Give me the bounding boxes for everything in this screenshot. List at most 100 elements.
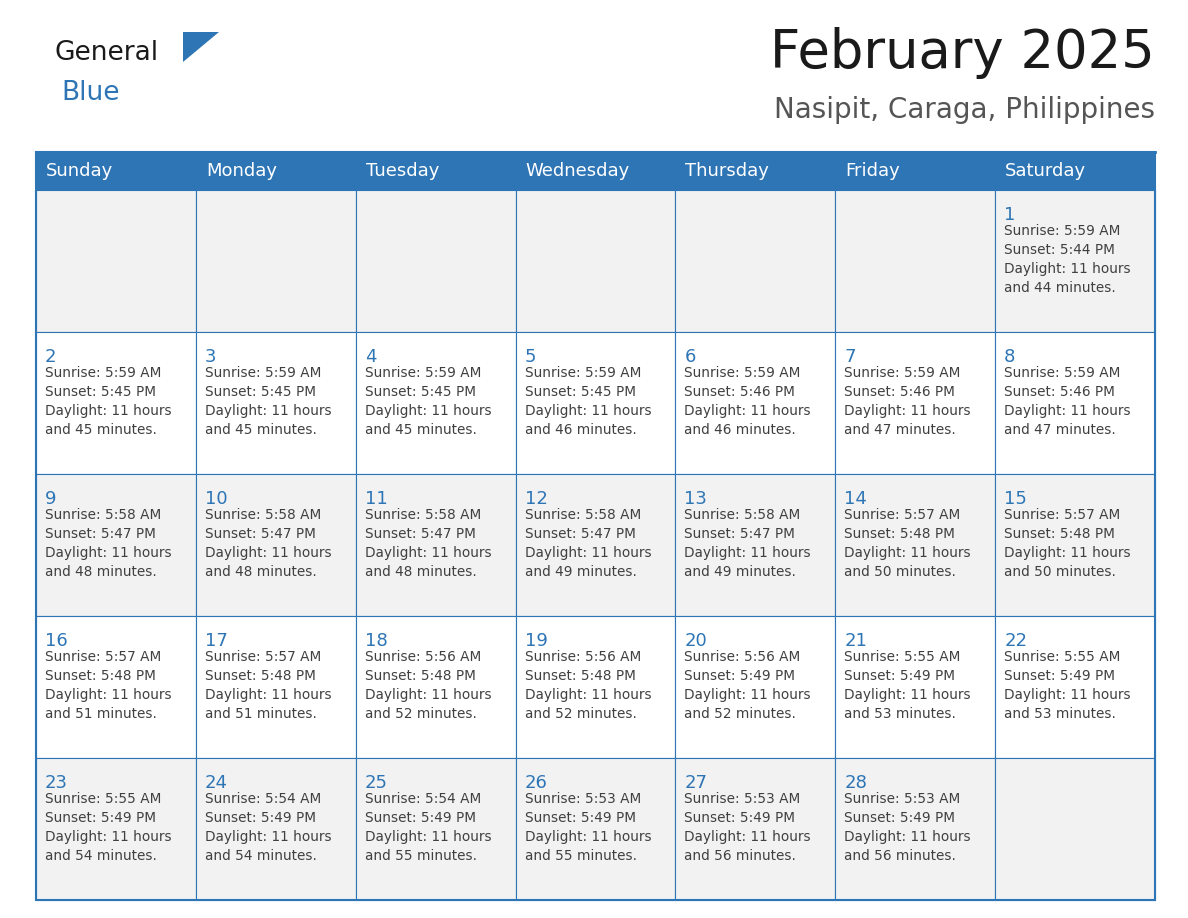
Bar (516, 332, 676, 474)
Bar (676, 152, 835, 190)
Text: 7: 7 (845, 348, 855, 366)
Text: Sunrise: 5:53 AM
Sunset: 5:49 PM
Daylight: 11 hours
and 55 minutes.: Sunrise: 5:53 AM Sunset: 5:49 PM Dayligh… (525, 792, 651, 863)
Text: Sunrise: 5:53 AM
Sunset: 5:49 PM
Daylight: 11 hours
and 56 minutes.: Sunrise: 5:53 AM Sunset: 5:49 PM Dayligh… (845, 792, 971, 863)
Bar (36, 152, 196, 190)
Text: 11: 11 (365, 490, 387, 508)
Polygon shape (183, 32, 219, 62)
Text: 17: 17 (204, 632, 228, 650)
Text: Sunrise: 5:57 AM
Sunset: 5:48 PM
Daylight: 11 hours
and 50 minutes.: Sunrise: 5:57 AM Sunset: 5:48 PM Dayligh… (845, 508, 971, 579)
Bar (355, 190, 516, 332)
Bar (36, 474, 196, 616)
Bar (196, 190, 355, 332)
Bar (676, 474, 835, 616)
Text: Sunrise: 5:58 AM
Sunset: 5:47 PM
Daylight: 11 hours
and 48 minutes.: Sunrise: 5:58 AM Sunset: 5:47 PM Dayligh… (45, 508, 171, 579)
Text: 15: 15 (1004, 490, 1026, 508)
Bar (196, 474, 355, 616)
Bar (196, 332, 355, 474)
Text: Sunrise: 5:58 AM
Sunset: 5:47 PM
Daylight: 11 hours
and 49 minutes.: Sunrise: 5:58 AM Sunset: 5:47 PM Dayligh… (684, 508, 811, 579)
Text: General: General (55, 40, 159, 66)
Bar (36, 616, 196, 758)
Text: 25: 25 (365, 774, 387, 792)
Text: 26: 26 (525, 774, 548, 792)
Bar (516, 474, 676, 616)
Text: 10: 10 (204, 490, 227, 508)
Text: Sunrise: 5:57 AM
Sunset: 5:48 PM
Daylight: 11 hours
and 50 minutes.: Sunrise: 5:57 AM Sunset: 5:48 PM Dayligh… (1004, 508, 1131, 579)
Text: Sunrise: 5:55 AM
Sunset: 5:49 PM
Daylight: 11 hours
and 53 minutes.: Sunrise: 5:55 AM Sunset: 5:49 PM Dayligh… (1004, 650, 1131, 721)
Bar (835, 152, 996, 190)
Text: Saturday: Saturday (1005, 162, 1086, 180)
Text: 12: 12 (525, 490, 548, 508)
Text: 2: 2 (45, 348, 57, 366)
Text: Sunrise: 5:53 AM
Sunset: 5:49 PM
Daylight: 11 hours
and 56 minutes.: Sunrise: 5:53 AM Sunset: 5:49 PM Dayligh… (684, 792, 811, 863)
Text: Sunrise: 5:57 AM
Sunset: 5:48 PM
Daylight: 11 hours
and 51 minutes.: Sunrise: 5:57 AM Sunset: 5:48 PM Dayligh… (45, 650, 171, 721)
Bar (516, 616, 676, 758)
Bar (355, 616, 516, 758)
Bar (835, 190, 996, 332)
Bar (996, 152, 1155, 190)
Text: 28: 28 (845, 774, 867, 792)
Text: Tuesday: Tuesday (366, 162, 440, 180)
Text: Sunrise: 5:56 AM
Sunset: 5:48 PM
Daylight: 11 hours
and 52 minutes.: Sunrise: 5:56 AM Sunset: 5:48 PM Dayligh… (365, 650, 492, 721)
Text: 14: 14 (845, 490, 867, 508)
Bar (996, 616, 1155, 758)
Text: Monday: Monday (206, 162, 277, 180)
Text: 20: 20 (684, 632, 707, 650)
Bar (676, 332, 835, 474)
Text: 19: 19 (525, 632, 548, 650)
Text: Sunrise: 5:58 AM
Sunset: 5:47 PM
Daylight: 11 hours
and 48 minutes.: Sunrise: 5:58 AM Sunset: 5:47 PM Dayligh… (365, 508, 492, 579)
Bar (676, 190, 835, 332)
Bar (676, 616, 835, 758)
Text: 3: 3 (204, 348, 216, 366)
Text: 21: 21 (845, 632, 867, 650)
Bar (835, 332, 996, 474)
Bar (355, 474, 516, 616)
Bar (516, 152, 676, 190)
Text: 9: 9 (45, 490, 57, 508)
Text: Sunrise: 5:54 AM
Sunset: 5:49 PM
Daylight: 11 hours
and 54 minutes.: Sunrise: 5:54 AM Sunset: 5:49 PM Dayligh… (204, 792, 331, 863)
Bar (996, 474, 1155, 616)
Text: Sunrise: 5:56 AM
Sunset: 5:49 PM
Daylight: 11 hours
and 52 minutes.: Sunrise: 5:56 AM Sunset: 5:49 PM Dayligh… (684, 650, 811, 721)
Bar (516, 190, 676, 332)
Bar (996, 332, 1155, 474)
Text: Thursday: Thursday (685, 162, 770, 180)
Text: Sunrise: 5:59 AM
Sunset: 5:45 PM
Daylight: 11 hours
and 45 minutes.: Sunrise: 5:59 AM Sunset: 5:45 PM Dayligh… (204, 366, 331, 437)
Bar (196, 758, 355, 900)
Text: Sunrise: 5:59 AM
Sunset: 5:46 PM
Daylight: 11 hours
and 47 minutes.: Sunrise: 5:59 AM Sunset: 5:46 PM Dayligh… (845, 366, 971, 437)
Text: 6: 6 (684, 348, 696, 366)
Bar (36, 332, 196, 474)
Text: Sunrise: 5:55 AM
Sunset: 5:49 PM
Daylight: 11 hours
and 54 minutes.: Sunrise: 5:55 AM Sunset: 5:49 PM Dayligh… (45, 792, 171, 863)
Bar (516, 758, 676, 900)
Text: Sunrise: 5:59 AM
Sunset: 5:44 PM
Daylight: 11 hours
and 44 minutes.: Sunrise: 5:59 AM Sunset: 5:44 PM Dayligh… (1004, 224, 1131, 295)
Text: 22: 22 (1004, 632, 1028, 650)
Bar (835, 758, 996, 900)
Text: Sunrise: 5:55 AM
Sunset: 5:49 PM
Daylight: 11 hours
and 53 minutes.: Sunrise: 5:55 AM Sunset: 5:49 PM Dayligh… (845, 650, 971, 721)
Text: Sunrise: 5:54 AM
Sunset: 5:49 PM
Daylight: 11 hours
and 55 minutes.: Sunrise: 5:54 AM Sunset: 5:49 PM Dayligh… (365, 792, 492, 863)
Bar (36, 190, 196, 332)
Text: 4: 4 (365, 348, 377, 366)
Text: 27: 27 (684, 774, 707, 792)
Bar (676, 758, 835, 900)
Text: Nasipit, Caraga, Philippines: Nasipit, Caraga, Philippines (775, 96, 1155, 124)
Bar (196, 616, 355, 758)
Text: Sunrise: 5:58 AM
Sunset: 5:47 PM
Daylight: 11 hours
and 49 minutes.: Sunrise: 5:58 AM Sunset: 5:47 PM Dayligh… (525, 508, 651, 579)
Bar (835, 616, 996, 758)
Bar (835, 474, 996, 616)
Text: Sunday: Sunday (46, 162, 113, 180)
Bar (996, 190, 1155, 332)
Bar (196, 152, 355, 190)
Bar (996, 758, 1155, 900)
Bar (36, 758, 196, 900)
Bar (36, 152, 1155, 900)
Text: 5: 5 (525, 348, 536, 366)
Bar (355, 332, 516, 474)
Text: 23: 23 (45, 774, 68, 792)
Text: Wednesday: Wednesday (525, 162, 630, 180)
Text: 1: 1 (1004, 206, 1016, 224)
Text: Sunrise: 5:59 AM
Sunset: 5:45 PM
Daylight: 11 hours
and 45 minutes.: Sunrise: 5:59 AM Sunset: 5:45 PM Dayligh… (45, 366, 171, 437)
Text: Sunrise: 5:57 AM
Sunset: 5:48 PM
Daylight: 11 hours
and 51 minutes.: Sunrise: 5:57 AM Sunset: 5:48 PM Dayligh… (204, 650, 331, 721)
Text: 16: 16 (45, 632, 68, 650)
Bar (355, 758, 516, 900)
Text: Blue: Blue (61, 80, 120, 106)
Text: 13: 13 (684, 490, 707, 508)
Text: Sunrise: 5:59 AM
Sunset: 5:46 PM
Daylight: 11 hours
and 46 minutes.: Sunrise: 5:59 AM Sunset: 5:46 PM Dayligh… (684, 366, 811, 437)
